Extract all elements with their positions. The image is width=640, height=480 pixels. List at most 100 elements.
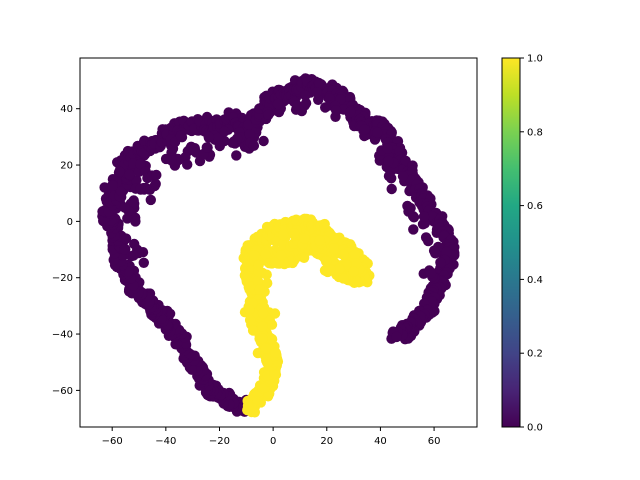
data-point [391, 331, 402, 343]
x-axis: −60 −40 −20 0 20 40 60 [102, 427, 441, 447]
data-point [201, 142, 212, 153]
data-point [175, 130, 187, 141]
x-tick-label: 60 [428, 436, 441, 447]
data-point [386, 173, 397, 184]
data-point [119, 202, 130, 213]
data-point [130, 216, 141, 227]
data-point [435, 257, 446, 268]
x-tick-label: −20 [209, 436, 230, 447]
data-point [441, 246, 452, 258]
data-point [244, 314, 256, 326]
series-1 [238, 213, 375, 418]
data-point [258, 135, 269, 147]
data-point [425, 268, 437, 279]
data-point [382, 143, 393, 154]
data-point [244, 304, 255, 315]
y-axis: −60 −40 −20 0 20 40 [52, 104, 80, 397]
data-point [338, 249, 349, 260]
scatter-points [97, 73, 460, 418]
x-tick-label: 40 [374, 436, 387, 447]
x-tick-label: −40 [155, 436, 176, 447]
data-point [227, 137, 238, 148]
series-0 [97, 73, 460, 417]
data-point [397, 171, 409, 182]
data-point [262, 357, 273, 368]
y-tick-label: −40 [52, 330, 73, 341]
data-point [277, 229, 289, 241]
y-tick-label: −60 [52, 386, 73, 397]
data-point [124, 169, 135, 180]
data-point [107, 180, 119, 191]
data-point [244, 129, 255, 140]
x-tick-label: −60 [102, 436, 123, 447]
data-point [128, 250, 139, 261]
data-point [114, 166, 125, 177]
data-point [330, 105, 342, 116]
data-point [269, 308, 281, 319]
data-point [266, 319, 278, 330]
colorbar-gradient [501, 57, 521, 428]
data-point [145, 194, 156, 206]
data-point [248, 140, 260, 151]
data-point [300, 98, 312, 109]
data-point [383, 155, 394, 167]
data-point [214, 140, 225, 152]
data-point [423, 235, 434, 247]
x-tick-label: 0 [270, 436, 276, 447]
data-point [254, 284, 265, 295]
data-point [311, 87, 322, 98]
data-point [372, 127, 383, 138]
data-point [123, 266, 134, 277]
data-point [182, 159, 193, 170]
data-point [260, 249, 271, 260]
data-point [349, 249, 361, 260]
data-point [345, 106, 356, 118]
data-point [338, 273, 349, 284]
colorbar-tick-label: 0.2 [527, 349, 543, 360]
colorbar-tick-label: 0.6 [527, 201, 543, 212]
data-point [135, 158, 146, 170]
data-point [407, 211, 419, 222]
data-point [257, 333, 268, 344]
data-point [219, 126, 230, 137]
data-point [151, 169, 162, 181]
data-point [348, 266, 359, 277]
data-point [135, 183, 146, 194]
x-tick-label: 20 [320, 436, 333, 447]
data-point [428, 245, 440, 256]
data-point [359, 124, 370, 135]
data-point [320, 256, 332, 267]
data-point [325, 264, 336, 275]
data-point [249, 250, 260, 261]
data-point [262, 278, 273, 289]
data-point [257, 307, 269, 319]
data-point [247, 325, 259, 336]
data-point [120, 233, 132, 244]
data-point [119, 244, 130, 255]
data-point [265, 332, 276, 344]
data-point [275, 250, 287, 261]
data-point [129, 198, 140, 209]
data-point [212, 132, 224, 144]
y-tick-label: 20 [60, 161, 73, 172]
y-tick-label: −20 [52, 273, 73, 284]
data-point [261, 269, 272, 280]
data-point [408, 224, 419, 235]
colorbar-tick-label: 0.4 [527, 275, 543, 286]
data-point [350, 258, 362, 269]
data-point [300, 90, 311, 101]
y-tick-label: 0 [67, 217, 73, 228]
data-point [260, 343, 271, 354]
colorbar: 0.0 0.2 0.4 0.6 0.8 1.0 [501, 54, 543, 434]
data-point [115, 185, 127, 197]
data-point [328, 243, 340, 254]
data-point [203, 131, 215, 143]
data-point [160, 153, 172, 165]
data-point [99, 182, 110, 193]
data-point [386, 183, 397, 195]
colorbar-tick-label: 0.8 [527, 127, 543, 138]
plot-frame [79, 57, 478, 428]
data-point [253, 259, 264, 271]
colorbar-ticks: 0.0 0.2 0.4 0.6 0.8 1.0 [520, 54, 543, 434]
